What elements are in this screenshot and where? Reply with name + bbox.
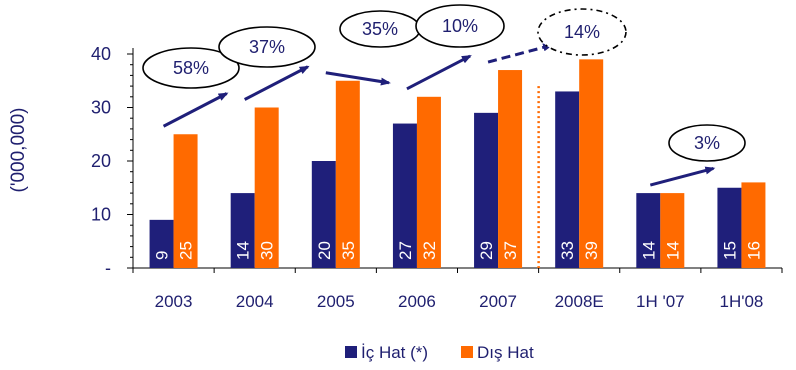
x-tick-label-1h-07: 1H '07 [636, 292, 685, 311]
y-tick-label: 20 [91, 151, 111, 171]
y-tick-label: - [105, 258, 111, 278]
y-axis: - 10 20 30 40 [91, 44, 134, 278]
x-tick-label-2007: 2007 [479, 292, 517, 311]
x-tick-label-2004: 2004 [236, 292, 274, 311]
bar-dis-hat-1h-07 [660, 193, 685, 268]
legend-swatch-dis-hat [461, 346, 473, 358]
bar-dis-hat-1h-08 [741, 182, 766, 268]
growth-arrow-2005-2006 [325, 71, 391, 86]
x-tick-label-2005: 2005 [317, 292, 355, 311]
growth-arrow-2003-2004 [162, 92, 229, 128]
x-tick-label-2006: 2006 [398, 292, 436, 311]
value-label-dis-hat-2006: 32 [420, 241, 439, 260]
legend-label-ic-hat: İç Hat (*) [361, 343, 428, 362]
value-label-ic-hat-1h-07: 14 [639, 241, 658, 260]
bar-ic-hat-2003 [149, 219, 174, 268]
growth-bubble-37 [218, 26, 316, 68]
bar-ic-hat-1h-08 [717, 187, 742, 268]
bar-dis-hat-2006 [416, 96, 441, 268]
bar-dis-hat-2003 [173, 134, 198, 268]
value-label-dis-hat-1h-08: 16 [744, 241, 763, 260]
growth-bubble-58 [142, 47, 240, 89]
bar-dis-hat-2007 [498, 70, 523, 268]
x-tick-label-2008e: 2008E [555, 292, 604, 311]
bar-dis-hat-2004 [254, 107, 279, 268]
x-tick-label-2003: 2003 [155, 292, 193, 311]
bar-ic-hat-2006 [392, 123, 417, 268]
bar-dis-hat-2005 [335, 80, 360, 268]
bar-ic-hat-1h-07 [636, 193, 661, 268]
growth-arrow-2006-2007 [406, 54, 472, 91]
growth-label-37: 37% [249, 37, 285, 57]
growth-bubble-10 [415, 4, 505, 48]
growth-label-14: 14% [564, 22, 600, 42]
y-tick-label: 30 [91, 98, 111, 118]
bar-ic-hat-2007 [474, 112, 499, 268]
growth-bubble-14 [537, 8, 627, 56]
x-axis: 2003 2004 2005 2006 2007 2008E 1H '07 1H'08 [132, 267, 783, 311]
value-label-dis-hat-2003: 25 [177, 241, 196, 260]
value-label-dis-hat-1h-07: 14 [663, 241, 682, 260]
value-label-dis-hat-2008e: 39 [582, 241, 601, 260]
value-label-dis-hat-2007: 37 [501, 241, 520, 260]
growth-label-35: 35% [362, 19, 398, 39]
growth-bubble-3 [668, 124, 746, 162]
bar-dis-hat-2008e [579, 59, 604, 268]
y-axis-label: ('000,000) [8, 108, 29, 193]
value-label-ic-hat-2007: 29 [477, 241, 496, 260]
value-label-ic-hat-1h-08: 15 [720, 241, 739, 260]
value-label-dis-hat-2005: 35 [339, 241, 358, 260]
legend-swatch-ic-hat [345, 346, 357, 358]
growth-annotations: 58% 37% 35% 10% 14% 3% [142, 4, 746, 187]
value-label-ic-hat-2003: 9 [153, 251, 172, 260]
x-tick-label-1h-08: 1H'08 [719, 292, 763, 311]
value-label-dis-hat-2004: 30 [258, 241, 277, 260]
growth-label-3: 3% [694, 133, 720, 153]
bar-ic-hat-2004 [230, 193, 255, 268]
value-label-ic-hat-2006: 27 [396, 241, 415, 260]
value-labels: 9 25 14 30 20 35 27 32 29 37 33 39 14 14 15 16 [153, 241, 764, 260]
growth-arrow-2004-2005 [243, 65, 310, 101]
growth-label-10: 10% [442, 16, 478, 36]
bar-ic-hat-2005 [311, 161, 336, 268]
bar-ic-hat-2008e [555, 91, 580, 268]
legend: İç Hat (*) Dış Hat [345, 343, 534, 362]
bars [149, 59, 766, 268]
growth-arrow-1h-07-1h-08 [649, 166, 716, 187]
growth-arrow-2007-2008e [487, 43, 554, 64]
growth-label-58: 58% [173, 58, 209, 78]
y-tick-label: 40 [91, 44, 111, 64]
y-tick-label: 10 [91, 205, 111, 225]
value-label-ic-hat-2005: 20 [315, 241, 334, 260]
value-label-ic-hat-2008e: 33 [558, 241, 577, 260]
legend-label-dis-hat: Dış Hat [477, 343, 534, 362]
value-label-ic-hat-2004: 14 [234, 241, 253, 260]
